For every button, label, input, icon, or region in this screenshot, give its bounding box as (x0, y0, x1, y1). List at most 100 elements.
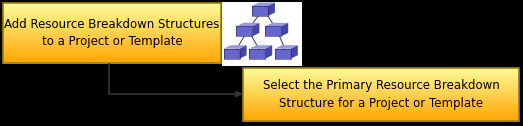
Bar (243, 116, 519, 118)
Bar (243, 69, 519, 70)
Bar (3, 38, 221, 39)
Bar (3, 19, 221, 20)
Bar (243, 113, 519, 114)
Bar (3, 12, 221, 13)
Polygon shape (224, 49, 240, 59)
Bar (243, 94, 519, 95)
Bar (243, 79, 519, 80)
Bar (3, 29, 221, 30)
Bar (3, 5, 221, 6)
Bar (3, 48, 221, 49)
Bar (243, 71, 519, 72)
Polygon shape (249, 49, 265, 59)
Bar (243, 107, 519, 108)
Bar (3, 32, 221, 33)
Bar (3, 39, 221, 40)
Bar (243, 92, 519, 93)
Bar (243, 120, 519, 121)
Bar (243, 99, 519, 100)
Bar (243, 83, 519, 84)
Bar (3, 50, 221, 51)
Bar (243, 81, 519, 82)
Bar (3, 11, 221, 12)
Bar (3, 31, 221, 32)
Bar (3, 30, 221, 31)
Bar (243, 68, 519, 69)
Bar (3, 51, 221, 52)
Bar (3, 22, 221, 23)
Bar (3, 13, 221, 14)
Bar (3, 17, 221, 18)
Bar (243, 74, 519, 75)
Polygon shape (236, 23, 259, 26)
Bar (3, 18, 221, 19)
Bar (243, 100, 519, 101)
Bar (243, 98, 519, 99)
Bar (243, 82, 519, 83)
Bar (3, 42, 221, 43)
Bar (243, 118, 519, 119)
Bar (243, 78, 519, 79)
Bar (243, 112, 519, 114)
Bar (3, 10, 221, 11)
Bar (3, 23, 221, 24)
Bar (243, 103, 519, 104)
Polygon shape (240, 45, 247, 59)
Bar (3, 27, 221, 28)
Bar (243, 106, 519, 107)
Polygon shape (252, 6, 268, 16)
Bar (243, 106, 519, 108)
Bar (243, 109, 519, 110)
Bar (243, 77, 519, 78)
Bar (3, 17, 221, 19)
Bar (3, 28, 221, 29)
Bar (243, 73, 519, 74)
Bar (3, 53, 221, 55)
Bar (3, 23, 221, 24)
Bar (243, 112, 519, 113)
Bar (243, 87, 519, 88)
Polygon shape (268, 3, 275, 16)
Bar (3, 56, 221, 57)
Bar (243, 71, 519, 72)
Bar (3, 47, 221, 49)
Bar (243, 120, 519, 121)
Bar (3, 37, 221, 38)
Bar (3, 45, 221, 46)
Bar (3, 40, 221, 41)
Polygon shape (224, 45, 247, 49)
Polygon shape (275, 49, 291, 59)
Bar (243, 90, 519, 91)
Bar (243, 94, 519, 96)
Bar (3, 52, 221, 53)
Bar (243, 110, 519, 111)
Bar (3, 38, 221, 39)
Text: Add Resource Breakdown Structures
to a Project or Template: Add Resource Breakdown Structures to a P… (4, 18, 220, 48)
Polygon shape (281, 23, 288, 36)
Bar (243, 96, 519, 97)
Bar (243, 72, 519, 73)
Bar (3, 35, 221, 37)
Bar (3, 3, 221, 63)
Bar (243, 73, 519, 74)
Bar (3, 62, 221, 64)
Bar (243, 90, 519, 92)
Bar (243, 85, 519, 86)
Bar (243, 110, 519, 112)
Bar (3, 20, 221, 22)
Bar (3, 16, 221, 17)
Bar (243, 117, 519, 118)
Bar (3, 46, 221, 48)
Bar (3, 53, 221, 54)
Bar (3, 3, 221, 4)
Bar (243, 105, 519, 106)
Polygon shape (252, 3, 275, 6)
Bar (3, 34, 221, 35)
Bar (243, 89, 519, 90)
Text: Select the Primary Resource Breakdown
Structure for a Project or Template: Select the Primary Resource Breakdown St… (263, 80, 499, 109)
Bar (3, 44, 221, 45)
Bar (3, 13, 221, 15)
Bar (243, 111, 519, 112)
Bar (3, 25, 221, 26)
Bar (3, 49, 221, 50)
